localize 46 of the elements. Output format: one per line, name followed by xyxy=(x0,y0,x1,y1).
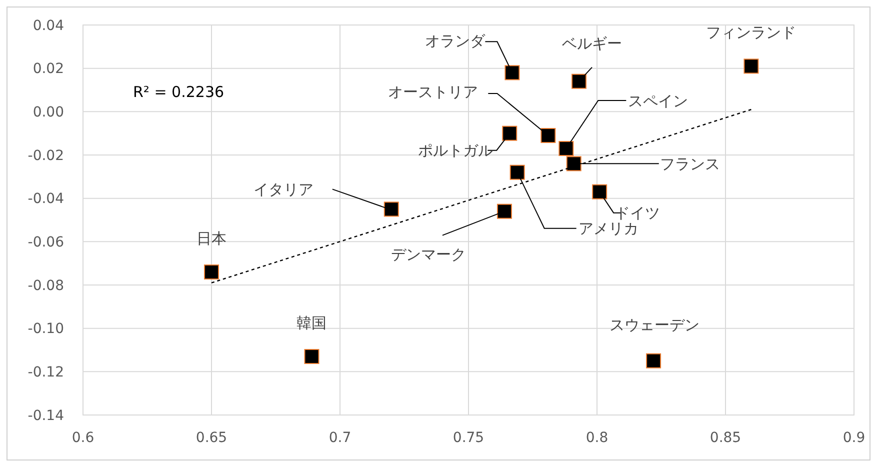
point xyxy=(384,202,399,217)
annotation: スウェーデン xyxy=(610,316,700,334)
annotation: オーストリア xyxy=(388,82,478,101)
y-tick-label: -0.06 xyxy=(28,234,64,251)
y-tick-label: 0.02 xyxy=(32,61,64,78)
x-tick-label: 0.85 xyxy=(710,430,742,446)
y-tick-label: -0.04 xyxy=(28,191,64,208)
y-tick-label: -0.14 xyxy=(28,408,64,424)
y-tick-label: 0.04 xyxy=(32,18,64,34)
point xyxy=(502,126,518,141)
x-tick-label: 0.8 xyxy=(586,430,608,446)
point xyxy=(304,349,320,364)
annotation: フランス xyxy=(660,154,720,173)
annotation: イタリア xyxy=(253,180,314,198)
annotation: スペイン xyxy=(628,92,688,110)
annotation: アメリカ xyxy=(578,220,638,238)
point xyxy=(592,184,608,200)
annotation: 日本 xyxy=(196,229,226,248)
annotation: デンマーク xyxy=(390,246,466,264)
x-tick-label: 0.6 xyxy=(72,430,94,446)
x-tick-label: 0.75 xyxy=(452,430,484,446)
point xyxy=(646,353,662,368)
point xyxy=(496,204,512,219)
y-tick-label: -0.08 xyxy=(28,278,64,294)
x-tick-label: 0.7 xyxy=(328,430,352,446)
y-tick-label: -0.10 xyxy=(28,321,64,338)
point xyxy=(204,264,219,280)
x-tick-label: 0.9 xyxy=(842,430,866,446)
annotation: オランダ xyxy=(425,32,486,50)
x-tick-label: 0.65 xyxy=(196,430,228,446)
y-tick-label: -0.12 xyxy=(28,364,64,381)
annotation: ドイツ xyxy=(615,204,660,222)
point xyxy=(540,128,556,143)
point xyxy=(510,164,525,180)
annotation: ポルトガル xyxy=(418,142,494,160)
point xyxy=(504,65,520,80)
y-tick-label: -0.02 xyxy=(28,148,64,164)
annotation: 韓国 xyxy=(296,314,327,332)
point xyxy=(572,74,587,89)
point xyxy=(566,156,582,172)
annotation: R² = 0.2236 xyxy=(133,83,224,101)
annotation: ベルギー xyxy=(562,34,622,53)
point xyxy=(558,141,574,156)
y-tick-label: 0.00 xyxy=(32,104,64,121)
point xyxy=(744,58,759,74)
annotation: フィンランド xyxy=(706,23,796,42)
